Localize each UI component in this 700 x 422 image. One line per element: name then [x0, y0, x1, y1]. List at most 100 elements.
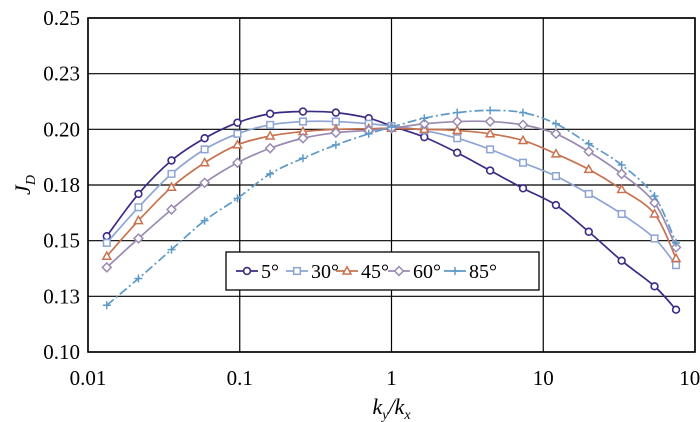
data-point	[420, 132, 429, 142]
data-point	[200, 216, 209, 225]
data-point	[584, 227, 593, 236]
data-point	[583, 163, 595, 174]
legend-label: 60°	[413, 261, 441, 283]
data-point	[265, 109, 275, 118]
legend-item-4: 85°	[444, 261, 497, 283]
data-point	[266, 169, 275, 178]
data-point	[298, 154, 307, 163]
y-axis-label: JD	[10, 175, 39, 195]
x-tick-label: 10	[533, 366, 554, 390]
data-point	[518, 158, 528, 167]
data-point	[233, 118, 242, 127]
data-point	[671, 261, 681, 270]
data-point	[617, 160, 626, 169]
data-point	[518, 184, 528, 193]
data-point	[199, 177, 211, 189]
data-point	[484, 128, 496, 138]
data-point	[134, 189, 143, 199]
legend: 5° 30° 45° 60° 85°	[225, 251, 540, 291]
x-tick-label: 0.01	[70, 366, 107, 390]
data-point	[102, 238, 111, 247]
data-point	[451, 124, 463, 135]
data-point	[331, 140, 340, 149]
series-group	[101, 106, 682, 314]
legend-label: 5°	[261, 261, 279, 283]
data-point	[650, 234, 659, 243]
data-point	[199, 156, 210, 167]
y-tick-label: 0.23	[43, 62, 80, 86]
legend-marker	[242, 266, 252, 276]
y-tick-labels: 0.10 0.13 0.15 0.18 0.20 0.23 0.25	[43, 6, 80, 364]
data-point	[451, 116, 463, 128]
x-axis-label: ky/kx	[372, 394, 411, 422]
y-tick-label: 0.15	[43, 229, 80, 253]
data-point	[550, 128, 562, 140]
legend-box	[225, 251, 540, 291]
data-point	[453, 148, 462, 157]
data-point	[672, 238, 681, 247]
data-point	[617, 256, 626, 265]
legend-marker	[393, 265, 405, 277]
data-point	[517, 134, 529, 145]
data-point	[420, 114, 429, 123]
x-tick-label: 0.1	[227, 366, 253, 390]
data-point	[616, 183, 627, 194]
data-point	[550, 148, 562, 158]
data-point	[486, 106, 495, 115]
data-point	[584, 189, 593, 198]
data-point	[418, 118, 430, 130]
data-point	[484, 116, 496, 128]
plot-frame	[87, 17, 696, 353]
data-point	[387, 123, 396, 132]
data-point	[134, 203, 143, 212]
legend-marker	[451, 267, 459, 275]
data-point	[617, 209, 626, 218]
data-point	[166, 204, 177, 215]
data-point	[102, 301, 111, 310]
legend-marker	[341, 265, 353, 275]
y-tick-label: 0.10	[43, 340, 80, 364]
data-point	[232, 139, 243, 149]
legend-item-0: 5°	[236, 261, 279, 283]
data-point	[331, 108, 341, 117]
data-point	[519, 108, 528, 117]
data-point	[264, 130, 276, 140]
legend-item-1: 30°	[286, 261, 339, 283]
series-4	[102, 106, 681, 310]
data-point	[266, 120, 275, 129]
grid-lines	[87, 17, 696, 353]
data-point	[330, 127, 342, 139]
data-point	[298, 117, 308, 126]
data-point	[297, 132, 309, 144]
y-tick-label: 0.18	[43, 173, 80, 197]
data-point	[101, 261, 113, 273]
data-point	[670, 252, 682, 263]
data-point	[133, 214, 144, 225]
legend-item-3: 60°	[388, 261, 441, 283]
data-point	[453, 108, 462, 117]
y-tick-label: 0.20	[43, 117, 80, 141]
data-point	[583, 146, 595, 158]
data-point	[670, 241, 682, 253]
data-point	[364, 129, 373, 138]
data-point	[200, 134, 209, 143]
data-point	[166, 181, 177, 191]
data-point	[671, 305, 681, 314]
data-point	[200, 145, 209, 154]
legend-item-2: 45°	[336, 261, 389, 283]
y-tick-label: 0.25	[43, 6, 80, 30]
data-point	[584, 139, 593, 148]
legend-label: 85°	[469, 261, 497, 283]
x-tick-label: 1	[386, 366, 397, 390]
data-point	[486, 145, 495, 154]
y-tick-label: 0.13	[43, 284, 80, 308]
data-point	[101, 250, 113, 261]
data-point	[233, 194, 242, 203]
data-point	[298, 107, 308, 116]
data-point	[167, 245, 176, 254]
x-tick-label: 100	[679, 366, 700, 390]
data-point	[102, 232, 111, 241]
data-point	[132, 232, 144, 244]
data-point	[264, 142, 276, 154]
